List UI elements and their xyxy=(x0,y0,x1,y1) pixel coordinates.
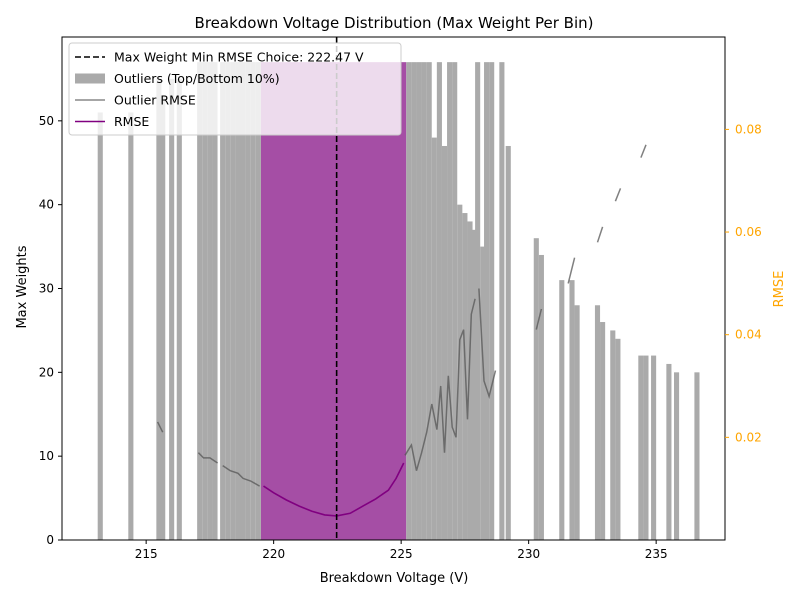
outlier-bar-35 xyxy=(489,62,495,540)
x-tick-label: 215 xyxy=(135,547,158,561)
outlier-bar-14 xyxy=(240,62,246,540)
x-tick-label: 235 xyxy=(645,547,668,561)
outlier-bar-37 xyxy=(505,145,511,540)
y-tick-label: 0 xyxy=(46,533,54,547)
legend: Max Weight Min RMSE Choice: 222.47 V Outl… xyxy=(68,42,402,136)
outlier-bar-43 xyxy=(594,305,601,540)
chart-title: Breakdown Voltage Distribution (Max Weig… xyxy=(195,14,594,32)
outlier-bar-42 xyxy=(574,305,580,540)
outlier-bar-16 xyxy=(250,62,256,540)
outlier-bar-26 xyxy=(447,62,453,540)
legend-label-3: RMSE xyxy=(114,114,149,129)
outlier-bar-27 xyxy=(452,62,458,540)
x-tick-label: 225 xyxy=(390,547,413,561)
outlier-bar-11 xyxy=(225,62,231,540)
outlier-bar-32 xyxy=(475,62,481,540)
outlier-bar-38 xyxy=(533,238,539,540)
x-axis-label: Breakdown Voltage (V) xyxy=(320,571,469,586)
outlier-bar-31 xyxy=(471,229,477,540)
outlier-rmse-segment-4 xyxy=(478,288,497,399)
axes-layer: 215 220 225 230 235 0 10 20 30 40 50 0.02 0.04 0.06 0.… xyxy=(39,36,762,561)
outlier-rmse-segment-2 xyxy=(222,464,260,487)
outlier-bar-51 xyxy=(674,372,680,540)
bars-layer xyxy=(97,62,700,540)
outlier-bar-23 xyxy=(431,137,437,540)
outlier-bar-10 xyxy=(220,62,226,540)
x-tick-label: 230 xyxy=(517,547,540,561)
outlier-bar-13 xyxy=(235,62,241,540)
outlier-bar-8 xyxy=(207,62,213,540)
inlier-bars-region xyxy=(260,62,407,540)
outlier-bar-30 xyxy=(467,221,473,540)
y2-axis-label: RMSE xyxy=(772,271,787,308)
y-tick-label: 10 xyxy=(39,449,54,463)
y-tick-label: 20 xyxy=(39,365,54,379)
outlier-bar-40 xyxy=(559,280,565,540)
outlier-bar-7 xyxy=(202,62,208,540)
outlier-bar-15 xyxy=(245,62,251,540)
outlier-rmse-segment-9 xyxy=(640,144,647,158)
legend-label-2: Outlier RMSE xyxy=(114,93,196,108)
outlier-bar-24 xyxy=(436,62,442,540)
outlier-rmse-segment-5 xyxy=(535,308,543,330)
outlier-rmse-segment-3 xyxy=(404,298,476,471)
outlier-bar-20 xyxy=(416,62,422,540)
outlier-bar-5 xyxy=(176,78,182,540)
y-tick-label: 30 xyxy=(39,282,54,296)
outlier-bar-41 xyxy=(569,280,575,540)
outlier-bar-46 xyxy=(615,338,621,540)
y2-tick-label: 0.02 xyxy=(735,430,762,444)
legend-label-1: Outliers (Top/Bottom 10%) xyxy=(114,71,280,86)
outlier-bar-19 xyxy=(411,62,417,540)
outlier-bar-1 xyxy=(128,112,134,540)
outlier-bar-50 xyxy=(666,363,672,540)
outlier-bar-25 xyxy=(441,145,448,540)
outlier-bar-9 xyxy=(212,62,218,540)
outlier-bar-0 xyxy=(97,112,103,540)
legend-handle-outliers xyxy=(75,73,105,84)
legend-box xyxy=(68,42,402,136)
outlier-rmse-segment-1 xyxy=(197,452,219,464)
outlier-rmse-segment-7 xyxy=(596,226,604,243)
outlier-bar-12 xyxy=(230,62,236,540)
outlier-bar-33 xyxy=(480,246,486,540)
outlier-rmse-segment-6 xyxy=(567,257,576,284)
y-tick-label: 40 xyxy=(39,198,54,212)
outlier-bar-39 xyxy=(538,254,544,540)
outlier-bar-47 xyxy=(638,355,644,540)
y-tick-label: 50 xyxy=(39,114,54,128)
y2-tick-label: 0.04 xyxy=(735,328,762,342)
outlier-bar-45 xyxy=(610,330,616,540)
outlier-bar-22 xyxy=(426,62,432,540)
outlier-bar-44 xyxy=(600,322,606,540)
outlier-bar-17 xyxy=(255,62,261,540)
y2-tick-label: 0.06 xyxy=(735,225,762,239)
outlier-bar-3 xyxy=(160,95,166,540)
outlier-bar-52 xyxy=(694,372,700,540)
outlier-bar-49 xyxy=(651,355,657,540)
outlier-bar-48 xyxy=(643,355,649,540)
outlier-bar-34 xyxy=(484,62,490,540)
rmse-line xyxy=(263,462,405,517)
x-tick-label: 220 xyxy=(262,547,285,561)
outlier-bar-21 xyxy=(421,62,427,540)
y2-tick-label: 0.08 xyxy=(735,122,762,136)
outlier-bar-28 xyxy=(457,204,463,540)
outlier-bar-6 xyxy=(197,62,203,540)
outlier-bar-18 xyxy=(406,62,412,540)
outlier-rmse-segment-0 xyxy=(156,421,164,433)
legend-label-0: Max Weight Min RMSE Choice: 222.47 V xyxy=(114,50,364,65)
y-axis-label: Max Weights xyxy=(15,245,30,328)
outlier-rmse-segment-8 xyxy=(614,188,622,202)
outlier-bar-4 xyxy=(169,78,175,540)
outlier-bar-2 xyxy=(156,78,162,540)
outlier-bar-36 xyxy=(499,62,505,540)
